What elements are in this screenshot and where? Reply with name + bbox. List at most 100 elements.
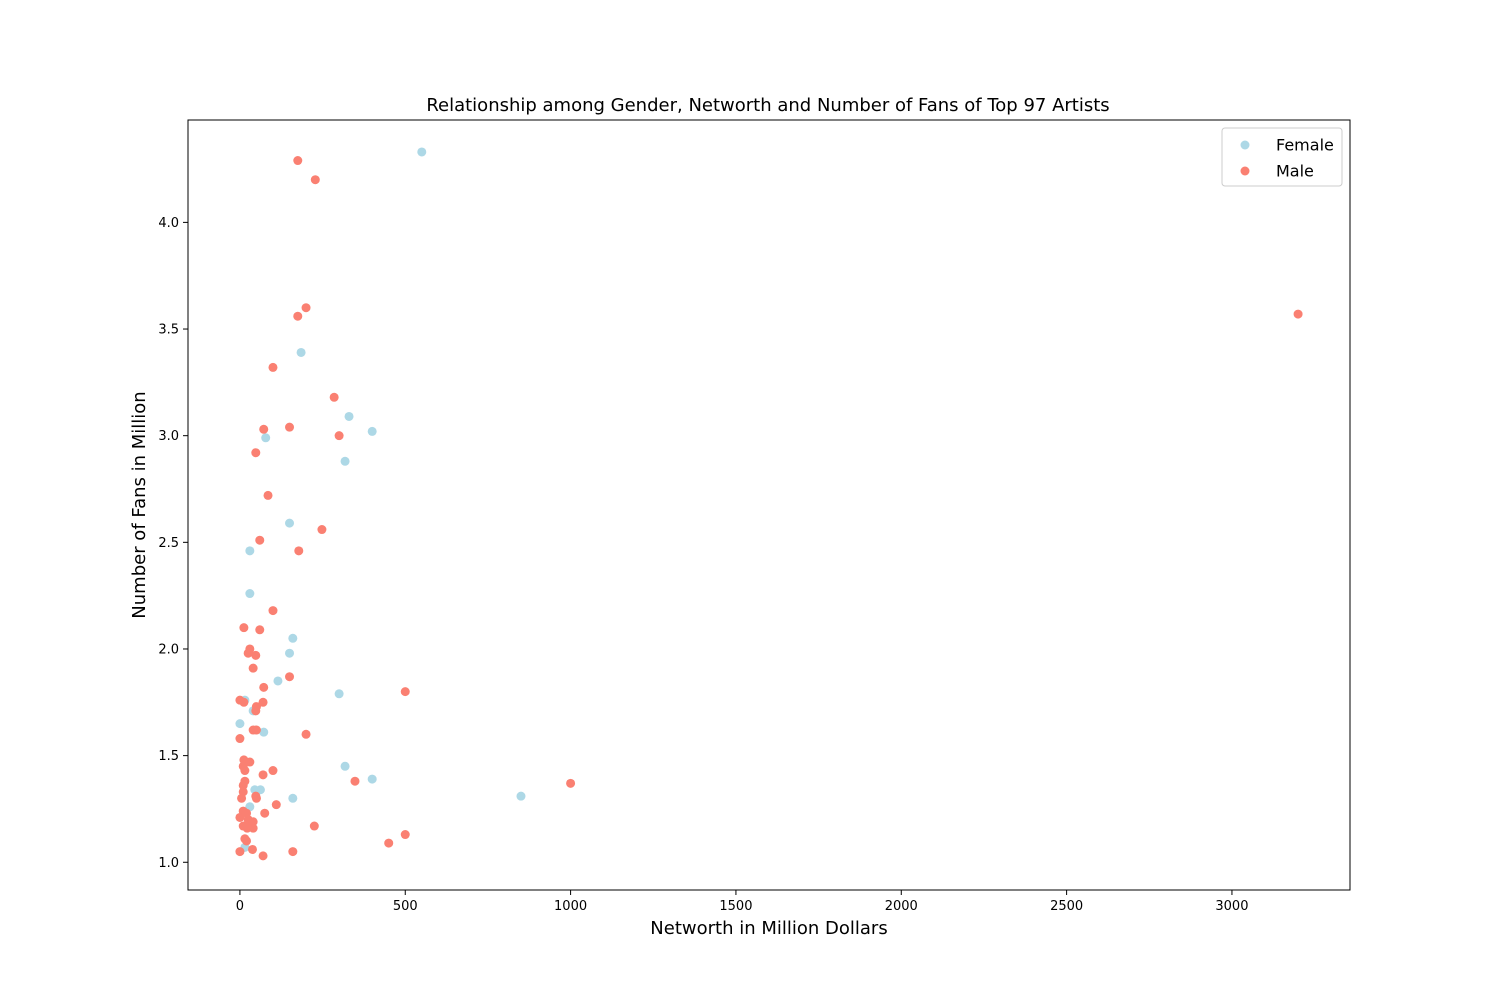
x-tick-label: 3000: [1215, 899, 1248, 914]
male-point: [258, 697, 268, 707]
male-point: [237, 793, 247, 803]
female-point: [261, 433, 271, 443]
male-point: [268, 766, 278, 776]
male-point: [350, 776, 360, 786]
male-point: [310, 175, 320, 185]
male-point: [566, 778, 576, 788]
female-point: [296, 347, 306, 357]
male-point: [247, 844, 257, 854]
male-point: [260, 808, 270, 818]
male-point: [243, 648, 253, 658]
male-point: [301, 303, 311, 313]
male-point: [285, 672, 295, 682]
x-tick-label: 2000: [885, 899, 918, 914]
x-tick-label: 1500: [719, 899, 752, 914]
female-point: [245, 546, 255, 556]
female-point: [259, 727, 269, 737]
male-point: [239, 697, 249, 707]
female-point: [288, 793, 298, 803]
male-point: [248, 823, 258, 833]
male-point: [251, 706, 261, 716]
female-point: [334, 689, 344, 699]
y-axis-label: Number of Fans in Million: [129, 391, 150, 618]
female-point: [367, 774, 377, 784]
legend-box: [1221, 127, 1343, 187]
legend-label-male: Male: [1276, 162, 1314, 181]
female-point: [516, 791, 526, 801]
male-point: [245, 757, 255, 767]
y-axis-ticks: 1.0 1.5 2.0 2.5 3.0 3.5 4.0: [158, 216, 188, 871]
x-tick-label: 2500: [1050, 899, 1083, 914]
male-point: [251, 793, 261, 803]
x-tick-label: 1000: [554, 899, 587, 914]
male-point: [288, 847, 298, 857]
male-point: [334, 431, 344, 441]
male-point: [1293, 309, 1303, 319]
male-point: [309, 821, 319, 831]
male-point: [251, 650, 261, 660]
legend-marker-male: [1240, 166, 1250, 176]
female-point: [285, 518, 295, 528]
female-point: [367, 426, 377, 436]
male-point: [258, 770, 268, 780]
x-tick-label: 0: [236, 899, 244, 914]
y-tick-label: 3.0: [158, 429, 179, 444]
x-tick-label: 500: [393, 899, 418, 914]
male-point: [255, 535, 265, 545]
points-layer: [235, 147, 1303, 861]
male-point: [400, 830, 410, 840]
x-axis-label: Networth in Million Dollars: [650, 918, 887, 939]
female-point: [340, 761, 350, 771]
y-tick-label: 2.0: [158, 642, 179, 657]
male-point: [235, 847, 245, 857]
male-point: [248, 817, 258, 827]
male-point: [293, 311, 303, 321]
legend-marker-female: [1240, 140, 1250, 150]
x-axis-ticks: 0 500 1000 1500 2000 2500 3000: [236, 890, 1248, 914]
female-point: [285, 648, 295, 658]
male-point: [240, 766, 250, 776]
male-point: [242, 836, 252, 846]
plot-area-frame: [187, 119, 1351, 891]
male-point: [400, 687, 410, 697]
y-tick-label: 1.0: [158, 856, 179, 871]
male-point: [293, 156, 303, 166]
male-point: [268, 362, 278, 372]
chart-title: Relationship among Gender, Networth and …: [426, 95, 1109, 116]
male-point: [248, 663, 258, 673]
y-tick-label: 3.5: [158, 323, 179, 338]
female-point: [288, 633, 298, 643]
female-point: [235, 719, 245, 729]
male-point: [251, 725, 261, 735]
male-point: [238, 780, 248, 790]
y-tick-label: 4.0: [158, 216, 179, 231]
male-point: [255, 625, 265, 635]
male-point: [271, 800, 281, 810]
male-point: [384, 838, 394, 848]
female-point: [344, 411, 354, 421]
male-point: [251, 448, 261, 458]
female-point: [340, 456, 350, 466]
y-tick-label: 2.5: [158, 536, 179, 551]
male-point: [294, 546, 304, 556]
female-point: [273, 676, 283, 686]
male-point: [317, 525, 327, 535]
female-point: [255, 785, 265, 795]
female-point: [417, 147, 427, 157]
y-tick-label: 1.5: [158, 749, 179, 764]
male-point: [268, 606, 278, 616]
legend-label-female: Female: [1276, 136, 1334, 155]
legend: Female Male: [1221, 127, 1343, 187]
male-point: [259, 424, 269, 434]
male-point: [285, 422, 295, 432]
male-point: [263, 490, 273, 500]
male-point: [239, 623, 249, 633]
male-point: [258, 851, 268, 861]
male-point: [259, 682, 269, 692]
male-point: [301, 729, 311, 739]
male-point: [235, 734, 245, 744]
female-point: [245, 589, 255, 599]
male-point: [329, 392, 339, 402]
male-point: [235, 812, 245, 822]
